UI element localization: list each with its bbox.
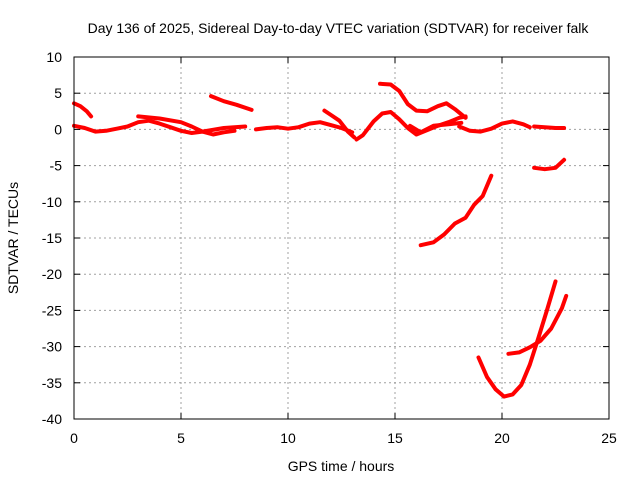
y-tick-label: 10 <box>46 49 62 65</box>
series-arc-14 <box>476 279 558 399</box>
series-arc-8 <box>378 81 468 120</box>
series-arc-4 <box>209 94 254 112</box>
x-tick-label: 15 <box>387 430 403 446</box>
series-arc-13 <box>418 173 494 248</box>
x-tick-label: 20 <box>494 430 510 446</box>
series-arc-10 <box>457 119 532 134</box>
series-arc-1 <box>72 101 94 119</box>
data-series <box>72 81 569 399</box>
y-tick-label: -10 <box>42 194 62 210</box>
series-arc-5 <box>253 120 355 135</box>
series-arc-3 <box>136 114 237 137</box>
y-tick-label: -35 <box>42 375 62 391</box>
y-tick-label: -40 <box>42 411 62 427</box>
series-arc-6 <box>322 108 357 140</box>
y-axis-label: SDTVAR / TECUs <box>5 182 21 294</box>
x-tick-label: 10 <box>280 430 296 446</box>
x-tick-label: 0 <box>70 430 78 446</box>
y-tick-label: 0 <box>54 121 62 137</box>
series-arc-7 <box>354 110 468 142</box>
y-axis: 10 5 0 -5 -10 -15 -20 -25 -30 -35 -40 <box>42 49 609 427</box>
series-arc-15 <box>506 293 569 356</box>
y-tick-label: -20 <box>42 266 62 282</box>
x-axis-label: GPS time / hours <box>288 458 395 474</box>
y-tick-label: -5 <box>50 158 63 174</box>
series-arc-12 <box>532 157 567 172</box>
x-tick-label: 5 <box>177 430 185 446</box>
x-axis: 0 5 10 15 20 25 <box>70 57 617 446</box>
y-tick-label: -25 <box>42 302 62 318</box>
chart-title: Day 136 of 2025, Sidereal Day-to-day VTE… <box>88 20 590 36</box>
y-tick-label: 5 <box>54 85 62 101</box>
y-tick-label: -15 <box>42 230 62 246</box>
series-arc-11 <box>532 124 567 130</box>
y-tick-label: -30 <box>42 339 62 355</box>
x-tick-label: 25 <box>601 430 617 446</box>
series-arc-9 <box>408 120 464 135</box>
